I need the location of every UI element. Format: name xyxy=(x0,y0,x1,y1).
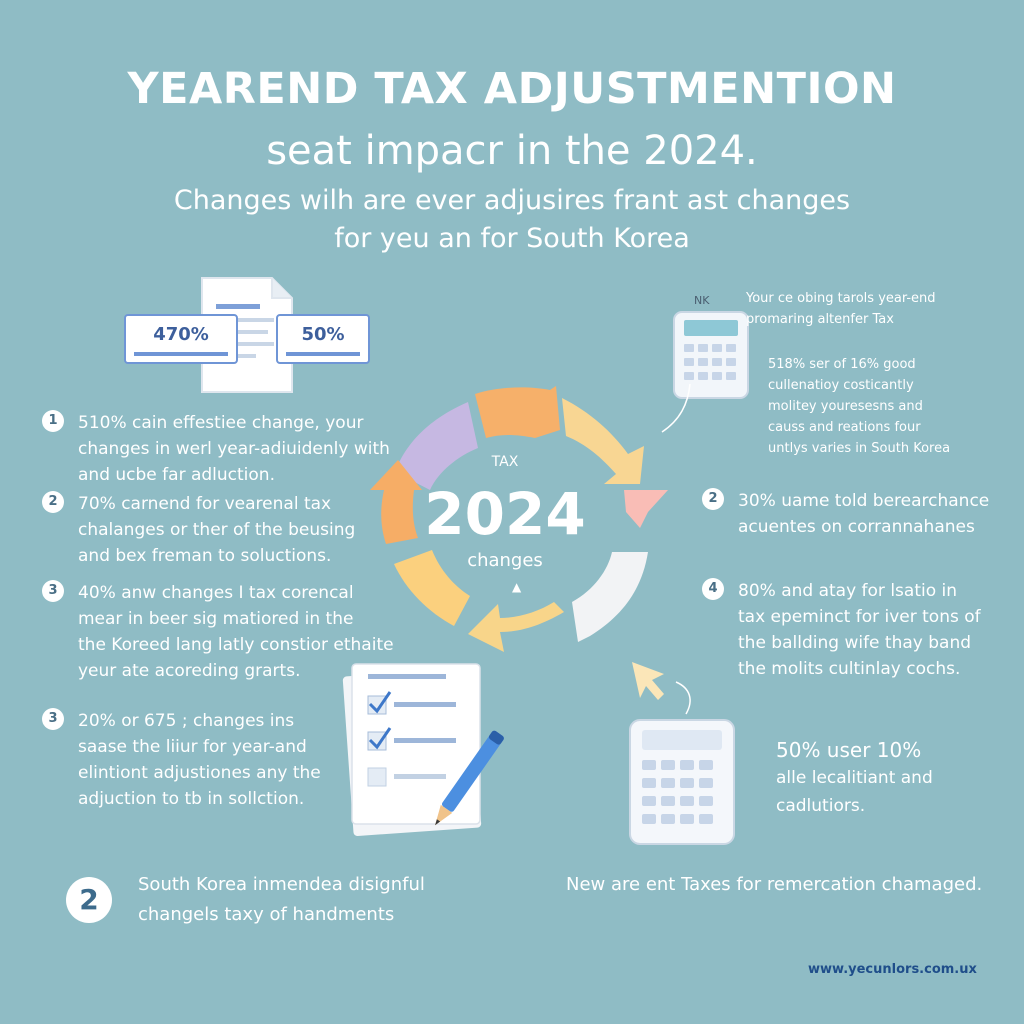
item-line: mear in beer sig matiored in the xyxy=(78,609,354,629)
cycle-year: 2024 xyxy=(424,480,586,548)
checklist-illustration xyxy=(338,650,508,840)
footer-right-text: New are ent Taxes for remercation chamag… xyxy=(566,874,983,895)
footer-line: South Korea inmendea disignful xyxy=(138,874,425,895)
list-item: 2 30% uame told berearchance acuentes on… xyxy=(702,488,1002,540)
cursor-arrow-icon xyxy=(632,662,664,700)
item-line: 30% uame told berearchance xyxy=(738,491,990,511)
list-item: 3 40% anw changes I tax corencal mear in… xyxy=(42,580,394,684)
cycle-arrows xyxy=(370,386,668,652)
percentage-value: 50% xyxy=(301,324,345,345)
card-underline xyxy=(134,352,228,356)
percentage-card-left: 470% xyxy=(124,314,238,364)
item-number: 2 xyxy=(702,488,724,510)
item-line: the Koreed lang latly constior ethaite xyxy=(78,635,394,655)
item-line: and ucbe far adluction. xyxy=(78,465,275,485)
list-item: 4 80% and atay for lsatio in tax epeminc… xyxy=(702,578,1002,682)
item-line: the ballding wife thay band xyxy=(738,633,972,653)
connector-line xyxy=(661,383,691,433)
list-item: 2 70% carnend for vearenal tax chalanges… xyxy=(42,491,382,569)
lower-right-stat: 50% user 10% alle lecalitiant and cadlut… xyxy=(776,736,933,820)
item-line: 70% carnend for vearenal tax xyxy=(78,494,332,514)
caret-icon: ▲ xyxy=(512,580,522,594)
percentage-card-right: 50% xyxy=(276,314,370,364)
tax-cycle: TAX 2024 changes ▲ xyxy=(350,380,680,680)
calculator-icon xyxy=(629,719,735,845)
item-line: the molits cultinlay cochs. xyxy=(738,659,961,679)
item-number: 3 xyxy=(42,580,64,602)
top-right-heading: Your ce obing tarols year-end promaring … xyxy=(746,288,936,330)
item-line: and bex freman to soluctions. xyxy=(78,546,332,566)
checklist-icon xyxy=(342,663,482,837)
cycle-label-top: TAX xyxy=(491,454,519,470)
cycle-segment xyxy=(475,386,560,438)
calculator-top xyxy=(672,310,752,404)
calculator-bottom xyxy=(628,718,738,852)
body-line: 518% ser of 16% good xyxy=(768,357,916,372)
body-line: cullenatioy costicantly xyxy=(768,378,914,393)
footer-left-text: South Korea inmendea disignful changels … xyxy=(138,870,425,930)
item-number: 1 xyxy=(42,410,64,432)
cycle-segment xyxy=(395,402,478,490)
footer-badge: 2 xyxy=(66,877,112,923)
item-line: 20% or 675 ; changes ins xyxy=(78,711,295,731)
item-line: elintiont adjustiones any the xyxy=(78,763,321,783)
calculator-icon xyxy=(673,311,749,399)
percentage-value: 470% xyxy=(153,324,209,345)
item-number: 3 xyxy=(42,708,64,730)
website-url[interactable]: www.yecunlors.com.ux xyxy=(808,962,977,977)
item-line: adjuction to tb in sollction. xyxy=(78,789,305,809)
cycle-label-bottom: changes xyxy=(467,550,543,571)
item-line: chalanges or ther of the beusing xyxy=(78,520,356,540)
list-item: 3 20% or 675 ; changes ins saase the lii… xyxy=(42,708,342,812)
item-number: 2 xyxy=(42,491,64,513)
cycle-segment xyxy=(572,552,648,642)
item-line: 80% and atay for lsatio in xyxy=(738,581,958,601)
pencil-icon xyxy=(435,730,504,826)
heading-line: promaring altenfer Tax xyxy=(746,312,894,327)
cycle-segment xyxy=(468,602,564,652)
item-line: yeur ate acoreding grarts. xyxy=(78,661,301,681)
body-line: untlys varies in South Korea xyxy=(768,441,951,456)
heading-line: Your ce obing tarols year-end xyxy=(746,291,936,306)
item-line: 40% anw changes I tax corencal xyxy=(78,583,354,603)
card-underline xyxy=(286,352,360,356)
stat-line: cadlutiors. xyxy=(776,796,866,816)
cycle-segment xyxy=(394,550,470,626)
top-right-body: 518% ser of 16% good cullenatioy costica… xyxy=(768,354,950,459)
item-line: saase the liiur for year-and xyxy=(78,737,307,757)
list-item: 1 510% cain effestiee change, your chang… xyxy=(42,410,390,488)
document-illustration: 470% 50% xyxy=(120,270,380,400)
cycle-segment xyxy=(624,490,668,528)
intro-line: Changes wilh are ever adjusires frant as… xyxy=(173,185,851,216)
calc-tag: NK xyxy=(694,294,710,307)
item-line: acuentes on corrannahanes xyxy=(738,517,975,537)
stat-headline: 50% user 10% xyxy=(776,738,922,762)
connector-line xyxy=(675,681,691,715)
cycle-segment xyxy=(562,398,644,484)
stat-line: alle lecalitiant and xyxy=(776,768,933,788)
page-title: YEAREND TAX ADJUSTMENTION xyxy=(127,64,897,114)
item-line: tax epeminct for iver tons of xyxy=(738,607,981,627)
intro-text: Changes wilh are ever adjusires frant as… xyxy=(150,182,874,258)
item-line: changes in werl year-adiuidenly with xyxy=(78,439,390,459)
cycle-segment xyxy=(370,460,422,544)
item-line: 510% cain effestiee change, your xyxy=(78,413,364,433)
body-line: causs and reations four xyxy=(768,420,921,435)
page-subtitle: seat impacr in the 2024. xyxy=(266,128,758,174)
footer-line: changels taxy of handments xyxy=(138,904,395,925)
intro-line: for yeu an for South Korea xyxy=(334,223,690,254)
item-number: 4 xyxy=(702,578,724,600)
body-line: molitey youresesns and xyxy=(768,399,923,414)
